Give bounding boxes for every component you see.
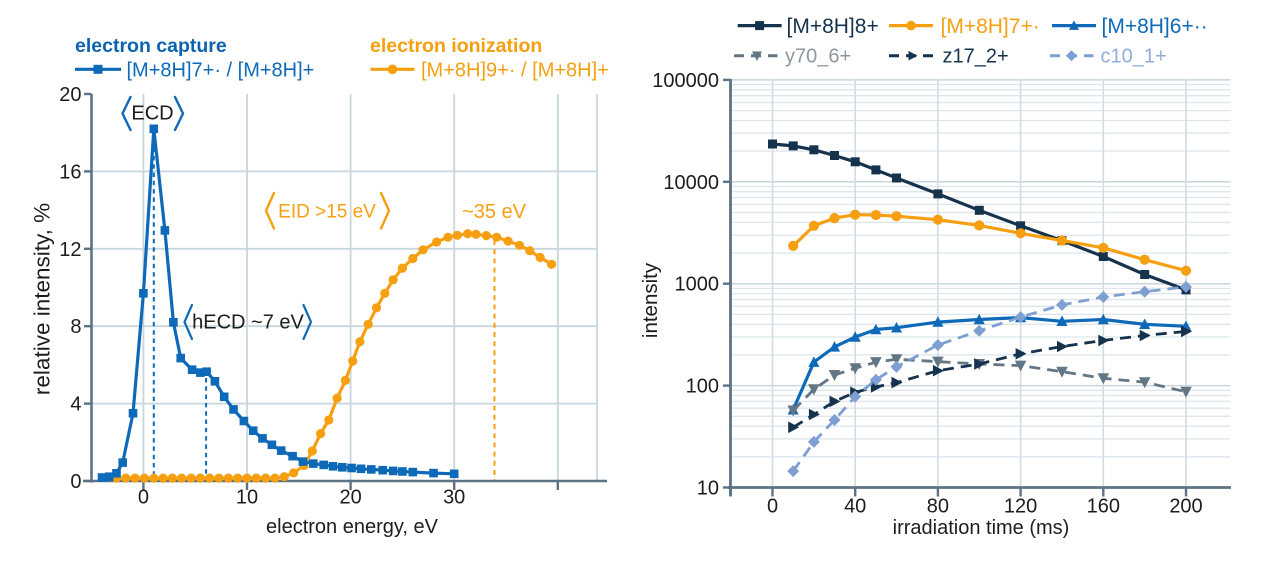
svg-text:200: 200 (1169, 496, 1202, 518)
svg-text:160: 160 (1087, 496, 1120, 518)
svg-text:10: 10 (697, 478, 719, 500)
svg-text:irradiation time (ms): irradiation time (ms) (893, 517, 1070, 539)
svg-text:1000: 1000 (675, 274, 720, 296)
svg-text:80: 80 (927, 496, 949, 518)
svg-text:relative intensity, %: relative intensity, % (30, 203, 55, 395)
svg-text:4: 4 (70, 394, 81, 416)
svg-text:[M+8H]8+: [M+8H]8+ (787, 15, 879, 38)
svg-text:electron capture: electron capture (75, 35, 227, 57)
svg-text:16: 16 (59, 161, 81, 183)
svg-text:120: 120 (1004, 496, 1037, 518)
svg-text:20: 20 (59, 84, 81, 106)
svg-text:10000: 10000 (663, 172, 719, 194)
svg-text:40: 40 (844, 496, 866, 518)
svg-text:[M+8H]9+· / [M+8H]+: [M+8H]9+· / [M+8H]+ (421, 59, 609, 81)
svg-text:8: 8 (70, 316, 81, 338)
svg-text:100000: 100000 (652, 70, 719, 92)
svg-text:y70_6+: y70_6+ (785, 46, 851, 68)
svg-text:100: 100 (686, 376, 719, 398)
svg-text:10: 10 (236, 487, 258, 509)
svg-text:EID >15 eV: EID >15 eV (278, 202, 376, 223)
svg-text:intensity: intensity (639, 262, 662, 338)
svg-text:electron ionization: electron ionization (370, 35, 542, 57)
svg-text:ECD: ECD (131, 103, 173, 125)
svg-text:30: 30 (443, 487, 465, 509)
svg-text:c10_1+: c10_1+ (1101, 46, 1167, 68)
svg-text:[M+8H]7+·: [M+8H]7+· (941, 15, 1040, 38)
svg-text:~35 eV: ~35 eV (462, 201, 527, 223)
svg-text:[M+8H]7+· / [M+8H]+: [M+8H]7+· / [M+8H]+ (127, 59, 315, 81)
svg-text:20: 20 (339, 487, 361, 509)
svg-text:[M+8H]6+··: [M+8H]6+·· (1102, 15, 1208, 38)
svg-text:hECD ~7 eV: hECD ~7 eV (192, 312, 304, 334)
svg-text:z17_2+: z17_2+ (943, 46, 1009, 68)
svg-text:electron energy, eV: electron energy, eV (266, 516, 439, 538)
svg-text:12: 12 (59, 239, 81, 261)
svg-text:0: 0 (70, 471, 81, 493)
svg-text:0: 0 (138, 487, 149, 509)
svg-text:0: 0 (767, 496, 778, 518)
